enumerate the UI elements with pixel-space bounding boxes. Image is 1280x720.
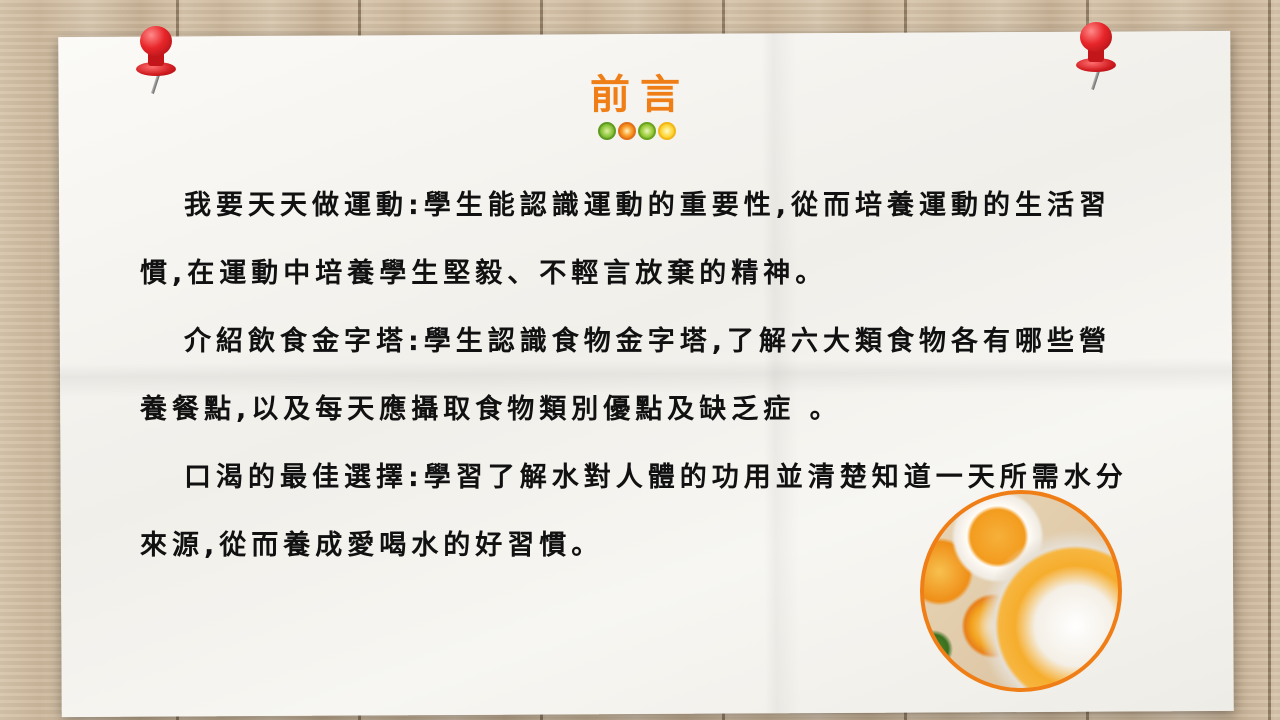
orange-slice-icon <box>618 122 636 140</box>
lime-slice-icon <box>598 122 616 140</box>
pushpin-icon <box>1074 22 1118 92</box>
paragraph-food-pyramid: 介紹飲食金字塔:學生認識食物金字塔,了解六大類食物各有哪些營養餐點,以及每天應攝… <box>140 326 1112 425</box>
orange-juice-photo <box>920 490 1122 692</box>
pushpin-icon <box>134 26 178 96</box>
paragraph-exercise: 我要天天做運動:學生能認識運動的重要性,從而培養運動的生活習慣,在運動中培養學生… <box>140 190 1112 289</box>
paragraph-water: 口渴的最佳選擇:學習了解水對人體的功用並清楚知道一天所需水分來源,從而養成愛喝水… <box>140 462 1128 561</box>
fruit-divider <box>598 122 676 140</box>
page-title: 前言 <box>590 72 690 118</box>
lime-slice-icon <box>638 122 656 140</box>
intro-text: 我要天天做運動:學生能認識運動的重要性,從而培養運動的生活習慣,在運動中培養學生… <box>140 172 1140 580</box>
lemon-slice-icon <box>658 122 676 140</box>
